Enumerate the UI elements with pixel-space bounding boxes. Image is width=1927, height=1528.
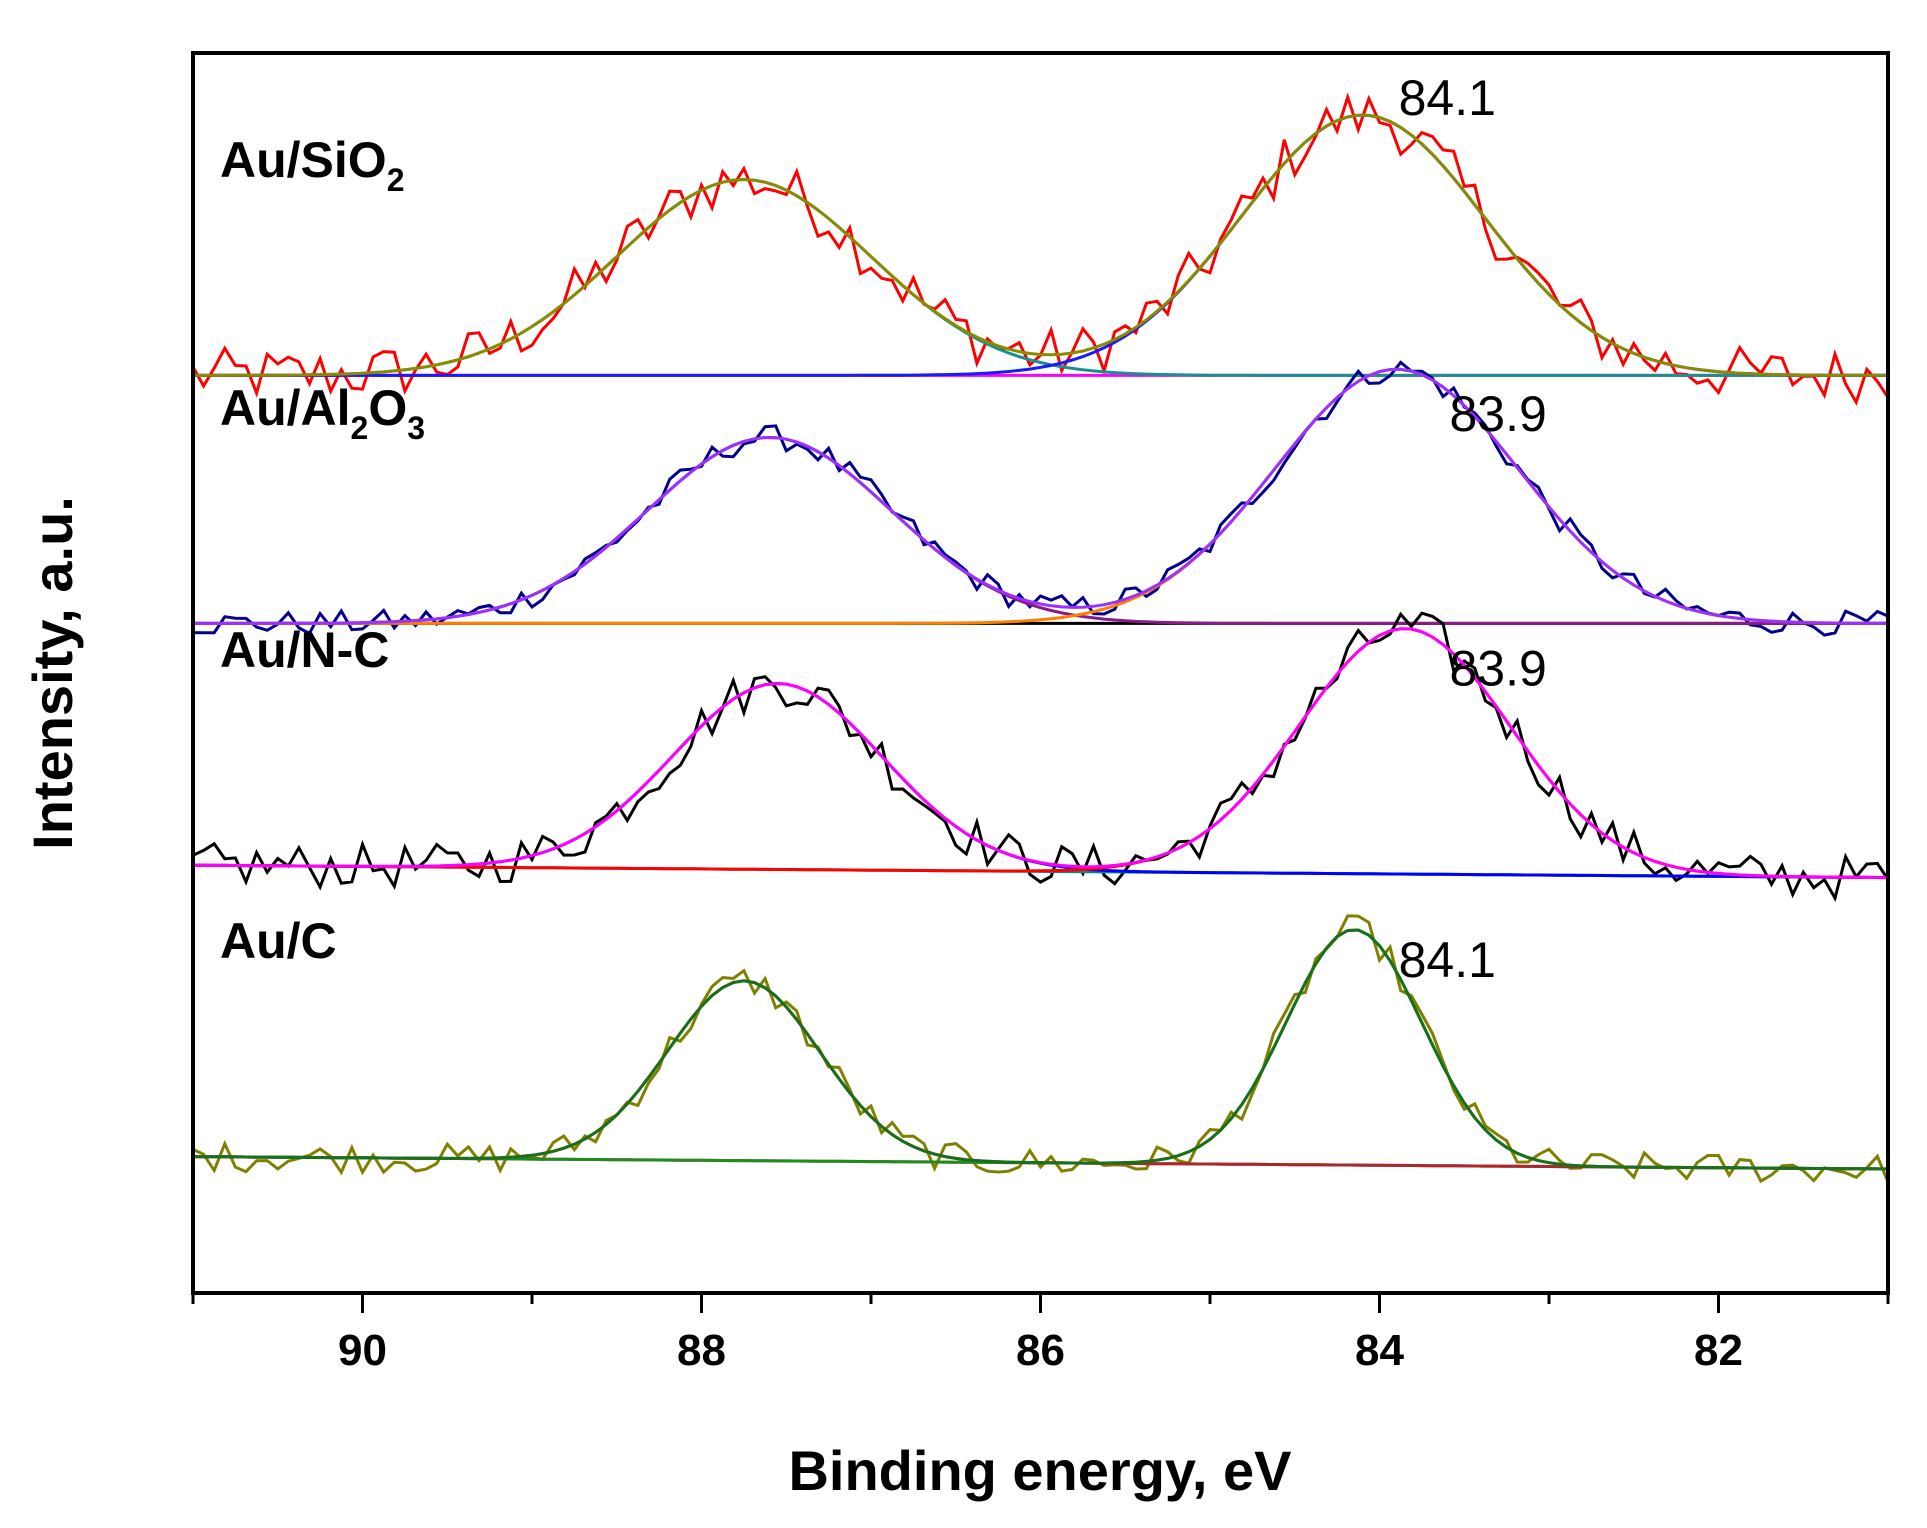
peak-annotation-aunc: 83.9 <box>1449 640 1546 696</box>
sample-label-auc: Au/C <box>220 913 337 969</box>
fit-envelope-aunc <box>192 627 1889 880</box>
fit-peak-aunc-1 <box>192 681 1889 880</box>
x-tick-label-82: 82 <box>1694 1326 1743 1375</box>
sample-label-aunc: Au/N-C <box>220 622 389 678</box>
x-axis-label: Binding energy, eV <box>788 1439 1291 1502</box>
fit-envelope-auc <box>192 928 1889 1171</box>
sample-label-ausio2: Au/SiO2 <box>220 132 404 198</box>
x-tick-label-86: 86 <box>1016 1326 1065 1375</box>
fit-peak-ausio2-2 <box>193 113 1888 377</box>
fit-peak-aunc-2 <box>192 627 1889 880</box>
raw-spectrum-aunc <box>192 611 1890 903</box>
x-tick-label-90: 90 <box>338 1326 387 1375</box>
fit-peak-auc-1 <box>192 979 1889 1171</box>
curves-layer <box>191 92 1890 1184</box>
fit-envelope-aual2o3 <box>193 367 1888 625</box>
plot-frame <box>191 51 1890 1295</box>
fit-peak-auc-2 <box>192 928 1889 1171</box>
peak-annotation-aual2o3: 83.9 <box>1449 386 1546 442</box>
ticks-layer: 90 88 86 84 82 <box>191 1293 1890 1375</box>
sample-label-aual2o3: Au/Al2O3 <box>220 380 425 446</box>
y-axis-label: Intensity, a.u. <box>21 496 84 850</box>
peak-annotation-ausio2: 84.1 <box>1399 70 1496 126</box>
fit-envelope-ausio2 <box>193 113 1888 377</box>
x-tick-label-84: 84 <box>1355 1326 1404 1375</box>
raw-spectrum-aual2o3 <box>192 360 1889 637</box>
labels-layer: Au/SiO2 84.1 Au/Al2O3 83.9 Au/N-C 83.9 Au/C 84.… <box>220 70 1547 988</box>
raw-spectrum-ausio2 <box>191 92 1890 406</box>
peak-annotation-auc: 84.1 <box>1399 932 1496 988</box>
raw-spectrum-auc <box>192 914 1890 1184</box>
x-tick-label-88: 88 <box>677 1326 726 1375</box>
